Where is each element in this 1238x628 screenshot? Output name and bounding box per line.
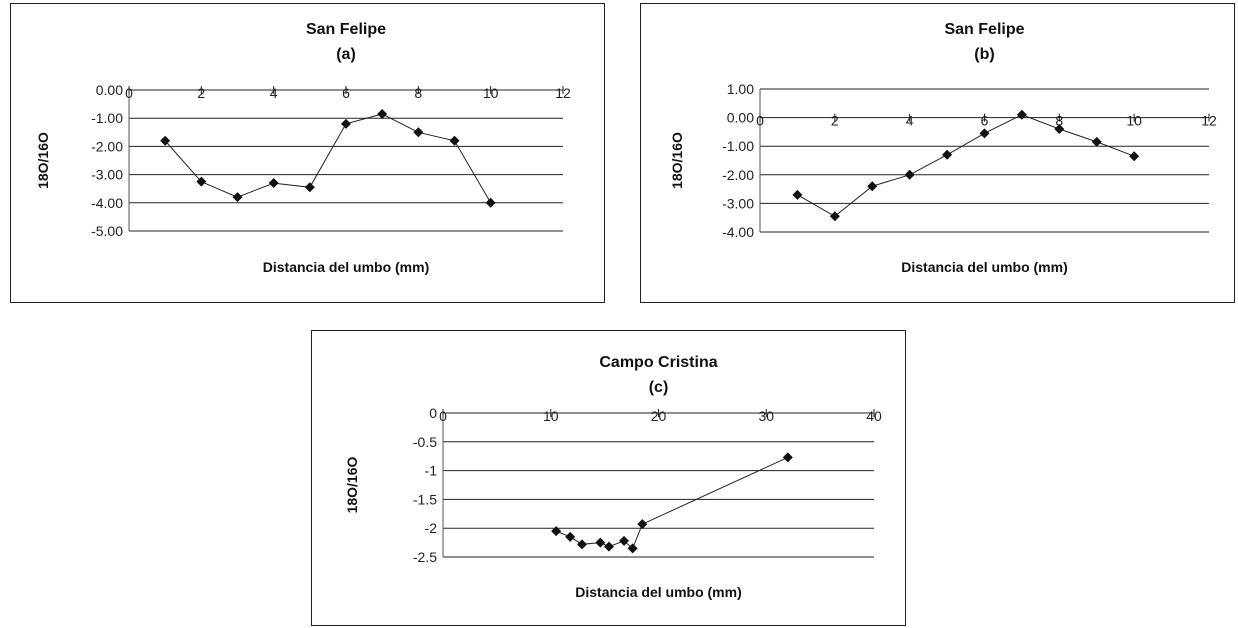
y-tick-label: -2.00 (91, 138, 123, 154)
chart-b-svg: San Felipe (b) 1.00 0.00 -1.00 -2.00 -3.00 -4.0… (669, 21, 1217, 275)
chart-panel-a: San Felipe (a) 0.00 -1.00 -2.00 -3.00 -4.00 -5.… (10, 3, 605, 303)
data-point (942, 149, 953, 160)
y-tick-label: -3.00 (91, 167, 123, 183)
data-point (904, 169, 915, 180)
data-point (268, 178, 279, 189)
y-tick-label: 0 (429, 405, 437, 421)
y-tick-label: 0.00 (727, 110, 754, 126)
data-point (979, 128, 990, 139)
data-point (619, 535, 630, 546)
x-tick-label: 4 (270, 85, 278, 101)
data-point (792, 189, 803, 200)
x-tick-label: 2 (197, 85, 205, 101)
y-axis-label: 18O/16O (669, 132, 685, 189)
x-tick-label: 12 (1201, 113, 1217, 129)
chart-title: Campo Cristina (599, 354, 717, 371)
data-point (485, 197, 496, 208)
y-tick-label: -0.5 (413, 434, 437, 450)
y-tick-label: -1.5 (413, 491, 437, 507)
chart-a-svg: San Felipe (a) 0.00 -1.00 -2.00 -3.00 -4.00 -5.… (35, 21, 571, 275)
data-point (782, 452, 793, 463)
chart-subtitle: (a) (336, 46, 356, 63)
y-tick-label: -1.00 (91, 110, 123, 126)
data-point (551, 526, 562, 537)
y-tick-label: -5.00 (91, 223, 123, 239)
series-line (164, 113, 492, 204)
y-axis-label: 18O/16O (35, 132, 51, 189)
series-line (797, 114, 1135, 217)
data-point (576, 539, 587, 550)
x-tick-label: 0 (756, 113, 764, 129)
data-point (595, 537, 606, 548)
x-tick-label: 20 (651, 408, 667, 424)
chart-subtitle: (c) (649, 379, 669, 396)
chart-panel-c: Campo Cristina (c) 0 -0.5 -1 -1.5 -2 -2.5 0 10 20 3… (311, 330, 906, 626)
x-tick-label: 40 (866, 408, 882, 424)
y-tick-label: -4.00 (91, 195, 123, 211)
data-point (413, 127, 424, 138)
y-tick-label: -4.00 (722, 224, 754, 240)
chart-subtitle: (b) (974, 46, 994, 63)
x-tick-label: 8 (414, 85, 422, 101)
x-axis-label: Distancia del umbo (mm) (575, 584, 741, 600)
data-point (377, 108, 388, 119)
x-axis-label: Distancia del umbo (mm) (263, 259, 429, 275)
data-point (160, 135, 171, 146)
x-tick-label: 10 (1126, 113, 1142, 129)
chart-title: San Felipe (944, 21, 1024, 38)
y-axis-label: 18O/16O (344, 456, 360, 513)
x-tick-label: 10 (483, 85, 499, 101)
y-tick-label: 0.00 (96, 82, 123, 98)
data-point (603, 541, 614, 552)
y-tick-label: -1 (425, 463, 438, 479)
y-tick-label: -3.00 (722, 195, 754, 211)
y-tick-label: 1.00 (727, 81, 754, 97)
x-tick-label: 10 (543, 408, 559, 424)
x-tick-label: 30 (758, 408, 774, 424)
data-point (637, 519, 648, 530)
data-point (867, 181, 878, 192)
y-tick-label: -2.00 (722, 167, 754, 183)
x-tick-label: 4 (906, 113, 914, 129)
x-tick-label: 2 (831, 113, 839, 129)
data-point (627, 543, 638, 554)
data-point (1129, 151, 1140, 162)
data-point (196, 176, 207, 187)
y-tick-label: -1.00 (722, 138, 754, 154)
data-point (829, 211, 840, 222)
x-axis-label: Distancia del umbo (mm) (901, 259, 1067, 275)
data-point (304, 182, 315, 193)
x-tick-label: 8 (1055, 113, 1063, 129)
data-point (1091, 136, 1102, 147)
data-point (341, 118, 351, 129)
y-tick-label: -2.5 (413, 549, 437, 565)
data-point (449, 135, 460, 146)
x-tick-label: 6 (981, 113, 989, 129)
chart-c-svg: Campo Cristina(c)0-0.5-1-1.5-2-2.50 10 20 3… (344, 354, 882, 600)
data-point (1054, 124, 1065, 135)
x-tick-label: 0 (439, 408, 447, 424)
x-tick-label: 0 (125, 85, 133, 101)
chart-title: San Felipe (306, 21, 386, 38)
data-point (565, 531, 576, 542)
y-tick-label: -2 (425, 520, 438, 536)
x-tick-label: 12 (555, 85, 571, 101)
data-point (1016, 109, 1027, 120)
data-point (232, 192, 243, 203)
x-tick-label: 6 (342, 85, 350, 101)
chart-panel-b: San Felipe (b) 1.00 0.00 -1.00 -2.00 -3.00 -4.0… (640, 3, 1235, 303)
